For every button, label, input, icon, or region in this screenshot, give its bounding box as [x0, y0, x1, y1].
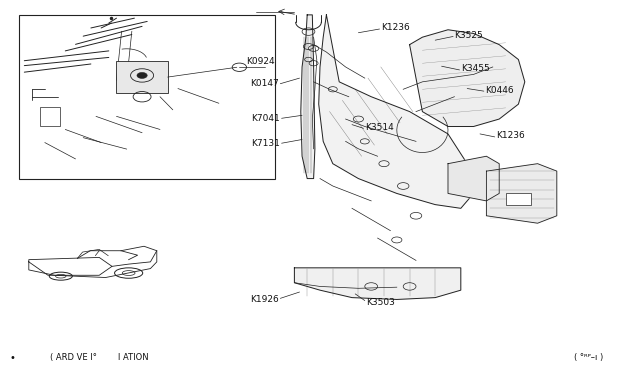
- Text: K3503: K3503: [366, 298, 395, 307]
- Text: ( °ᴿᴾ–ı ): ( °ᴿᴾ–ı ): [574, 353, 604, 362]
- Text: K3514: K3514: [365, 123, 394, 132]
- Text: K7131: K7131: [252, 139, 280, 148]
- Polygon shape: [486, 164, 557, 223]
- Polygon shape: [301, 15, 315, 179]
- Text: K0924: K0924: [246, 57, 275, 66]
- Text: K7041: K7041: [252, 114, 280, 123]
- Text: •: •: [10, 353, 16, 363]
- Polygon shape: [410, 30, 525, 126]
- Text: K0147: K0147: [250, 79, 278, 88]
- Text: K0446: K0446: [485, 86, 514, 94]
- Polygon shape: [448, 156, 499, 201]
- Bar: [116, 61, 168, 93]
- Polygon shape: [319, 15, 474, 208]
- Polygon shape: [294, 268, 461, 299]
- Text: K3525: K3525: [454, 31, 483, 40]
- Text: ( ARD VE I°        I ATION: ( ARD VE I° I ATION: [50, 353, 148, 362]
- Bar: [19, 15, 275, 179]
- Text: K1236: K1236: [496, 131, 525, 140]
- Text: K1236: K1236: [381, 23, 410, 32]
- Bar: [506, 193, 531, 205]
- Bar: [40, 106, 60, 126]
- Circle shape: [137, 73, 147, 78]
- Text: K3455: K3455: [461, 64, 490, 73]
- Text: K1926: K1926: [250, 295, 278, 304]
